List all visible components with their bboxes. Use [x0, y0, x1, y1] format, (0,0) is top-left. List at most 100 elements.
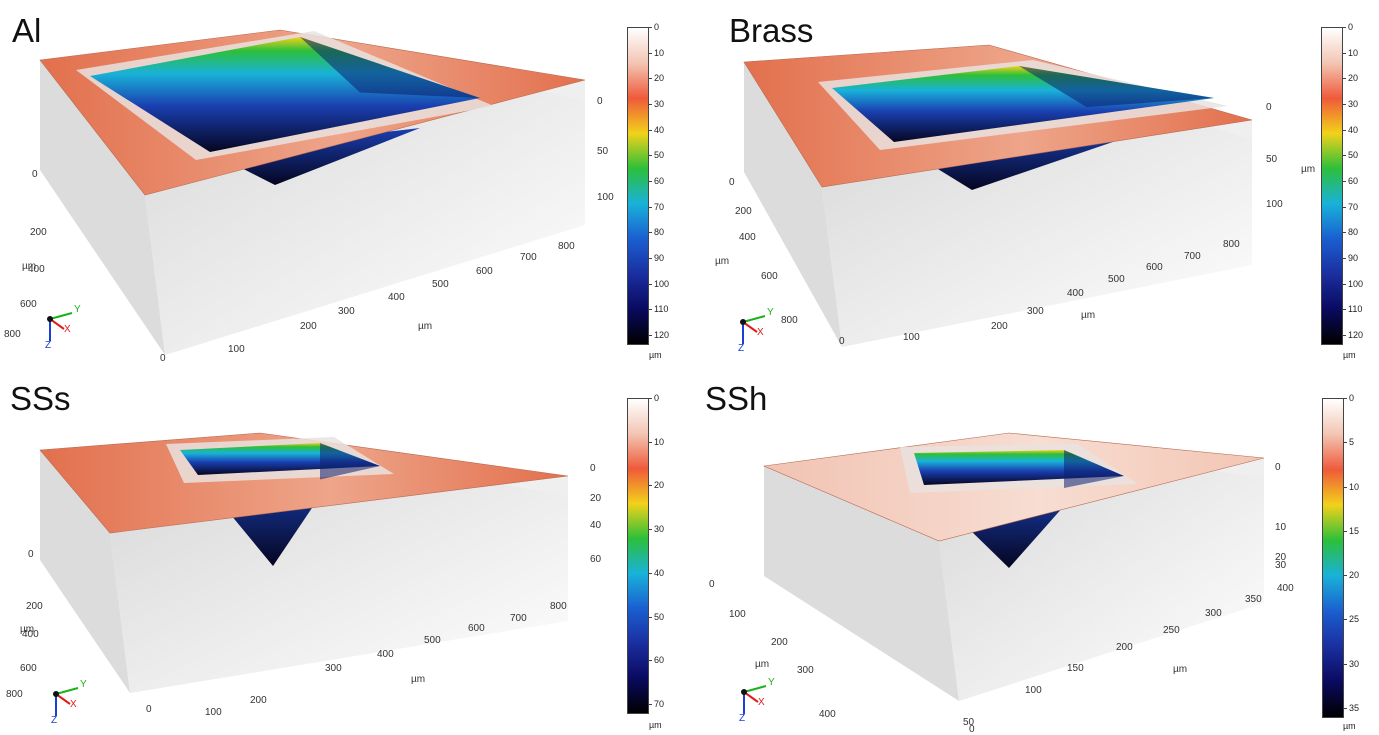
colorbar-tick-mark: [648, 27, 652, 28]
y-tick-label: 800: [6, 689, 23, 700]
y-tick-label: 0: [32, 169, 38, 180]
colorbar-tick-label: 110: [654, 304, 669, 315]
colorbar-tick-mark: [1342, 129, 1346, 131]
x-tick-label: 200: [991, 321, 1008, 332]
box-wall-left: [764, 466, 959, 701]
colorbar-tick-label: 30: [1349, 658, 1360, 669]
x-tick-label: 200: [250, 695, 267, 706]
colorbar: [627, 398, 649, 714]
colorbar-tick-mark: [1342, 232, 1346, 234]
pit-face-shadow: [1064, 450, 1124, 488]
y-tick-label: 300: [797, 665, 814, 676]
colorbar-tick-mark: [1342, 258, 1346, 259]
colorbar-tick-label: 70: [654, 201, 665, 212]
triad-arrows: [53, 687, 79, 716]
colorbar-tick-label: 5: [1349, 437, 1355, 448]
y-tick-label: 200: [735, 206, 752, 217]
x-tick-label: 400: [388, 292, 405, 303]
colorbar-tick-label: 120: [654, 330, 670, 340]
x-tick-label: 400: [377, 649, 394, 660]
indent-cone: [210, 128, 420, 185]
y-axis-label: µm: [715, 256, 730, 267]
colorbar-tick-label: 100: [654, 278, 670, 289]
z-tick-label: 0: [597, 96, 603, 107]
colorbar-tick-mark: [1342, 27, 1346, 28]
y-tick-label: 0: [28, 549, 34, 560]
colorbar-tick-label: 0: [1348, 22, 1354, 32]
colorbar-tick-mark: [648, 704, 652, 705]
colorbar-tick-mark: [1342, 309, 1346, 311]
x-origin-label: 0: [839, 336, 845, 347]
colorbar-tick-mark: [648, 660, 652, 662]
colorbar-tick-label: 100: [1348, 278, 1364, 289]
box-floor: [822, 120, 1252, 347]
colorbar-tick-label: 10: [1349, 481, 1360, 492]
triad-y-label: Y: [80, 679, 87, 690]
colorbar-tick-mark: [648, 309, 652, 311]
triad-z-label: Z: [51, 715, 58, 726]
colorbar-tick-label: 80: [654, 227, 665, 238]
colorbar-tick-mark: [648, 572, 652, 574]
panel-title: SSs: [10, 380, 71, 417]
colorbar-tick-mark: [648, 441, 652, 443]
y-tick-label: 200: [30, 227, 47, 238]
x-origin-label: 0: [146, 704, 152, 715]
triad-z-label: Z: [739, 713, 746, 724]
colorbar-tick-label: 10: [654, 47, 665, 58]
colorbar-tick-label: 30: [654, 99, 665, 109]
colorbar-tick-label: 70: [654, 699, 665, 709]
colorbar-tick-label: 30: [654, 524, 665, 535]
z-tick-label: 60: [590, 554, 602, 565]
y-tick-label: 600: [761, 271, 778, 282]
x-tick-label: 400: [1277, 583, 1294, 594]
colorbar-tick-mark: [648, 155, 652, 157]
colorbar-unit: µm: [649, 350, 662, 360]
x-tick-label: 800: [558, 241, 575, 252]
y-axis-label: µm: [22, 261, 37, 272]
z-tick-label: 10: [1275, 522, 1287, 533]
triad-y-label: Y: [768, 677, 775, 688]
colorbar-tick-label: 60: [654, 176, 665, 186]
surface-plot: [39, 432, 569, 693]
colorbar-tick-label: 10: [654, 436, 665, 447]
colorbar-tick-mark: [1342, 283, 1346, 285]
colorbar-tick-mark: [648, 232, 652, 234]
triad-arrows: [740, 315, 766, 344]
colorbar-tick-label: 50: [1348, 150, 1359, 161]
box-floor: [110, 476, 568, 693]
colorbar-tick-mark: [648, 283, 652, 285]
colorbar-tick-label: 80: [1348, 227, 1359, 238]
x-origin-label: 0: [160, 353, 166, 364]
colorbar-tick-mark: [648, 398, 652, 399]
colorbar-tick-label: 40: [654, 124, 665, 135]
x-axis-label: µm: [411, 674, 426, 685]
colorbar-tick-mark: [648, 529, 652, 531]
colorbar-tick-label: 110: [1348, 304, 1363, 315]
colorbar-tick-mark: [1342, 78, 1346, 80]
colorbar-tick-label: 40: [654, 567, 665, 578]
colorbar-tick-mark: [1343, 530, 1347, 532]
y-tick-label: 0: [729, 177, 735, 188]
colorbar-tick-label: 20: [654, 73, 665, 84]
colorbar-tick-mark: [648, 616, 652, 618]
colorbar-tick-label: 40: [1348, 124, 1359, 135]
z-tick-label: 0: [1275, 462, 1281, 473]
colorbar-tick-mark: [1342, 104, 1346, 105]
colorbar-tick-label: 90: [654, 253, 665, 263]
y-tick-label: 100: [729, 609, 746, 620]
x-tick-label: 50: [963, 717, 975, 728]
box-wall-left: [40, 450, 130, 693]
triad-z-label: Z: [738, 343, 745, 354]
x-tick-label: 350: [1245, 594, 1262, 605]
z-tick-label: 20: [590, 493, 602, 504]
colorbar-tick-mark: [648, 129, 652, 131]
colorbar-tick-label: 10: [1348, 47, 1359, 58]
colorbar-tick-mark: [1343, 486, 1347, 488]
colorbar-unit: µm: [1343, 721, 1356, 731]
box-floor: [939, 458, 1264, 701]
colorbar-tick-label: 35: [1349, 703, 1360, 713]
y-tick-label: 600: [20, 299, 37, 310]
